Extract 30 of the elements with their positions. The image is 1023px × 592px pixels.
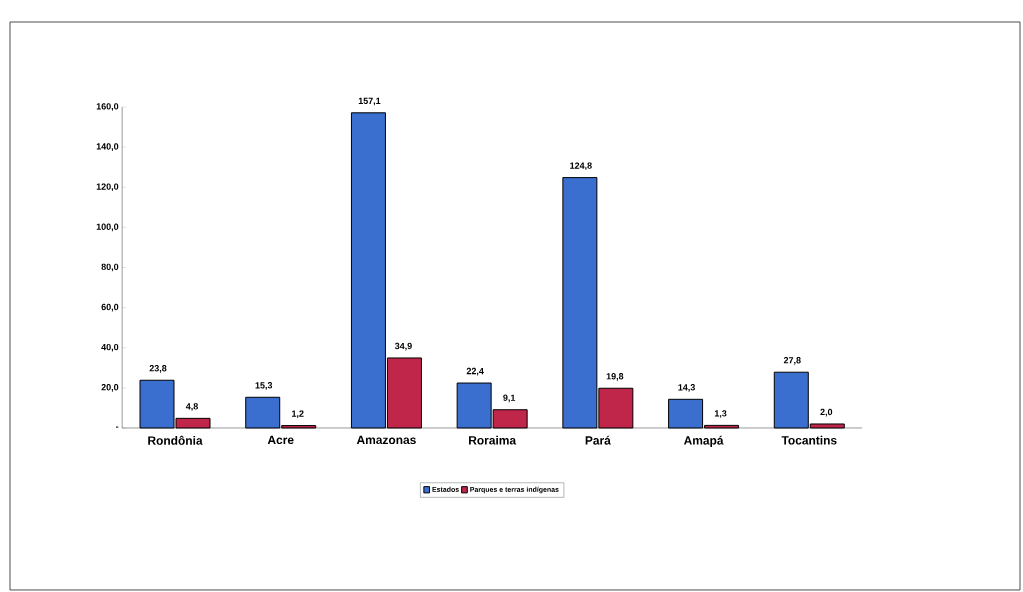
y-tick-label: 120,0 [96, 183, 119, 192]
y-tick-label: 40,0 [101, 343, 119, 352]
y-tick-label: 140,0 [96, 143, 119, 151]
x-tick-label: Amapá [683, 435, 724, 448]
y-tick-label: - [115, 426, 119, 428]
data-label: 1,3 [714, 410, 727, 418]
x-tick-label: Rondônia [148, 435, 203, 445]
x-tick-label: Amazonas [356, 435, 416, 445]
y-tick-label: 160,0 [96, 103, 119, 111]
data-label: 15,3 [255, 382, 273, 390]
data-label: 34,9 [394, 342, 412, 351]
y-tick-label: 20,0 [101, 384, 119, 392]
data-label: 27,8 [783, 357, 801, 365]
y-tick-label: 80,0 [101, 263, 119, 272]
data-label: 22,4 [466, 367, 484, 376]
data-label: 157,1 [358, 97, 381, 106]
data-label: 9,1 [503, 394, 516, 403]
x-tick-label: Acre [267, 435, 294, 445]
x-tick-label: Tocantins [781, 435, 837, 445]
data-label: 4,8 [185, 403, 198, 411]
data-label: 124,8 [570, 162, 592, 171]
x-tick-label: Pará [585, 435, 611, 445]
y-tick-label: 100,0 [96, 223, 119, 232]
data-label: 14,3 [678, 384, 695, 392]
data-label: 19,8 [606, 373, 624, 381]
data-label: 2,0 [820, 408, 833, 417]
data-label: 23,8 [149, 365, 167, 373]
x-tick-label: Roraima [469, 435, 517, 445]
data-label: 1,2 [292, 410, 304, 419]
y-tick-label: 60,0 [101, 303, 119, 312]
